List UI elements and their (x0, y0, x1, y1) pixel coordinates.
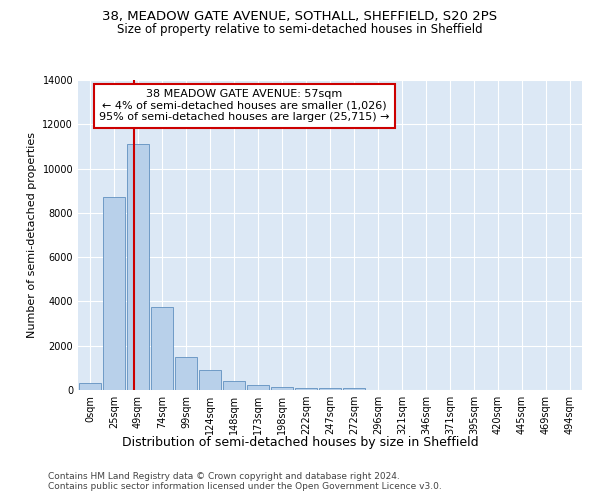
Bar (127, 144, 149, 390)
Text: Size of property relative to semi-detached houses in Sheffield: Size of property relative to semi-detach… (117, 22, 483, 36)
Text: Contains HM Land Registry data © Crown copyright and database right 2024.: Contains HM Land Registry data © Crown c… (48, 472, 400, 481)
Bar (223, 380, 245, 390)
Bar (103, 198, 125, 390)
Bar (79, 383, 101, 390)
Y-axis label: Number of semi-detached properties: Number of semi-detached properties (27, 132, 37, 338)
Text: 38, MEADOW GATE AVENUE, SOTHALL, SHEFFIELD, S20 2PS: 38, MEADOW GATE AVENUE, SOTHALL, SHEFFIE… (103, 10, 497, 23)
Bar (247, 384, 269, 390)
Bar (343, 388, 365, 390)
Text: 38 MEADOW GATE AVENUE: 57sqm
← 4% of semi-detached houses are smaller (1,026)
95: 38 MEADOW GATE AVENUE: 57sqm ← 4% of sem… (99, 90, 389, 122)
Text: Contains public sector information licensed under the Open Government Licence v3: Contains public sector information licen… (48, 482, 442, 491)
Bar (319, 388, 341, 390)
Bar (295, 388, 317, 390)
Bar (151, 307, 173, 390)
Bar (271, 387, 293, 390)
Text: Distribution of semi-detached houses by size in Sheffield: Distribution of semi-detached houses by … (122, 436, 478, 449)
Bar (199, 370, 221, 390)
Bar (175, 357, 197, 390)
